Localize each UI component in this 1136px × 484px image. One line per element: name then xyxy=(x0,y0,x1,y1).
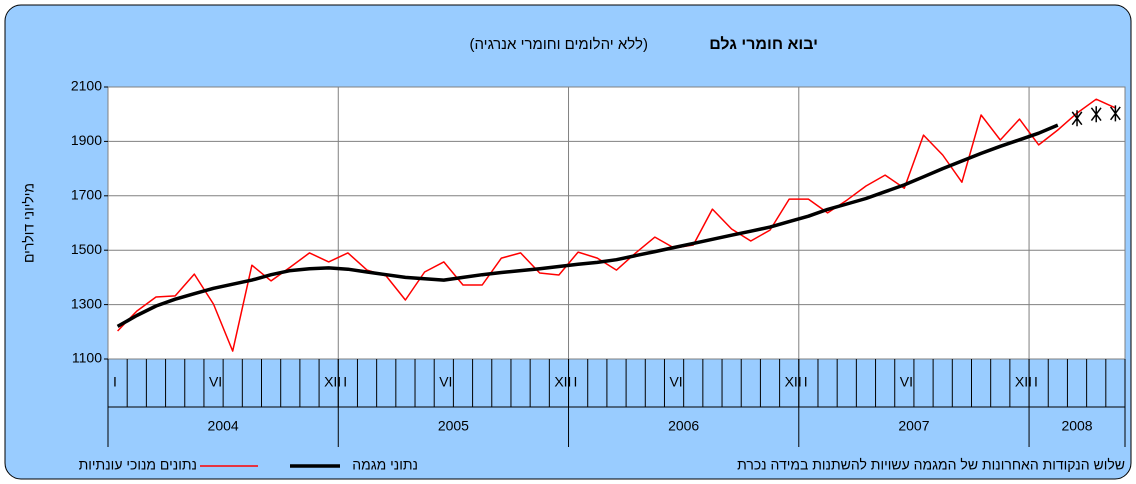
trend-estimate-marker xyxy=(1090,106,1102,123)
x-tick-label: XII xyxy=(1015,374,1032,390)
y-tick-label: 1900 xyxy=(71,132,102,148)
x-tick-label: VI xyxy=(900,374,913,390)
year-label: 2005 xyxy=(438,418,469,434)
x-tick-label: VI xyxy=(209,374,222,390)
chart-title: יבוא חומרי גלם xyxy=(709,35,818,53)
note: שלוש הנקודות האחרונות של המגמה עשויות לה… xyxy=(737,457,1125,473)
x-tick-label: I xyxy=(804,374,808,390)
x-tick-label: VI xyxy=(669,374,682,390)
legend-label: נתוני מגמה xyxy=(352,457,418,473)
year-label: 2008 xyxy=(1061,418,1092,434)
y-tick-label: 1300 xyxy=(71,295,102,311)
year-label: 2004 xyxy=(208,418,239,434)
y-tick-label: 1700 xyxy=(71,187,102,203)
x-tick-label: XII xyxy=(554,374,571,390)
year-label: 2006 xyxy=(668,418,699,434)
x-tick-label: I xyxy=(343,374,347,390)
year-label: 2007 xyxy=(898,418,929,434)
x-tick-label: XII xyxy=(785,374,802,390)
x-tick-label: I xyxy=(574,374,578,390)
y-tick-label: 1500 xyxy=(71,241,102,257)
x-tick-label: I xyxy=(1034,374,1038,390)
x-tick-label: VI xyxy=(439,374,452,390)
chart-subtitle: (ללא יהלומים וחומרי אנרגיה) xyxy=(469,36,648,53)
legend-label: נתונים מנוכי עונתיות xyxy=(79,457,197,473)
y-tick-label: 2100 xyxy=(71,78,102,94)
trend-estimate-marker xyxy=(1110,105,1121,122)
x-tick-label: XII xyxy=(324,374,341,390)
series-line xyxy=(116,123,1059,328)
y-axis-label: מיליוני דולרים xyxy=(21,183,37,263)
y-tick-label: 1100 xyxy=(72,350,102,366)
x-tick-label: I xyxy=(113,374,117,390)
trend-estimate-marker xyxy=(1071,110,1083,127)
plot-area xyxy=(107,86,1126,360)
